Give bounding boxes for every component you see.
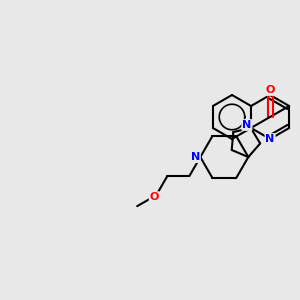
Text: N: N [266,134,275,144]
Text: N: N [191,152,200,162]
Text: N: N [242,120,251,130]
Text: O: O [150,192,159,202]
Text: O: O [265,85,275,95]
